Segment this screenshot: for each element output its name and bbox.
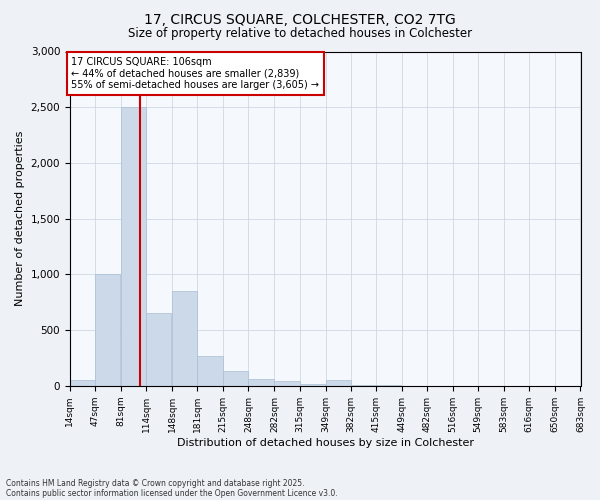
Bar <box>95 274 120 386</box>
Bar <box>351 384 376 386</box>
Bar <box>172 291 197 386</box>
Bar <box>223 372 248 386</box>
Text: Contains public sector information licensed under the Open Government Licence v3: Contains public sector information licen… <box>6 488 338 498</box>
Text: 17, CIRCUS SQUARE, COLCHESTER, CO2 7TG: 17, CIRCUS SQUARE, COLCHESTER, CO2 7TG <box>144 12 456 26</box>
X-axis label: Distribution of detached houses by size in Colchester: Distribution of detached houses by size … <box>177 438 474 448</box>
Bar <box>70 380 95 386</box>
Bar <box>274 382 299 386</box>
Bar <box>248 379 274 386</box>
Text: Contains HM Land Registry data © Crown copyright and database right 2025.: Contains HM Land Registry data © Crown c… <box>6 478 305 488</box>
Bar <box>121 107 146 386</box>
Text: 17 CIRCUS SQUARE: 106sqm
← 44% of detached houses are smaller (2,839)
55% of sem: 17 CIRCUS SQUARE: 106sqm ← 44% of detach… <box>71 57 319 90</box>
Bar <box>146 314 172 386</box>
Text: Size of property relative to detached houses in Colchester: Size of property relative to detached ho… <box>128 28 472 40</box>
Bar <box>197 356 223 386</box>
Bar <box>326 380 351 386</box>
Y-axis label: Number of detached properties: Number of detached properties <box>15 131 25 306</box>
Bar <box>299 384 325 386</box>
